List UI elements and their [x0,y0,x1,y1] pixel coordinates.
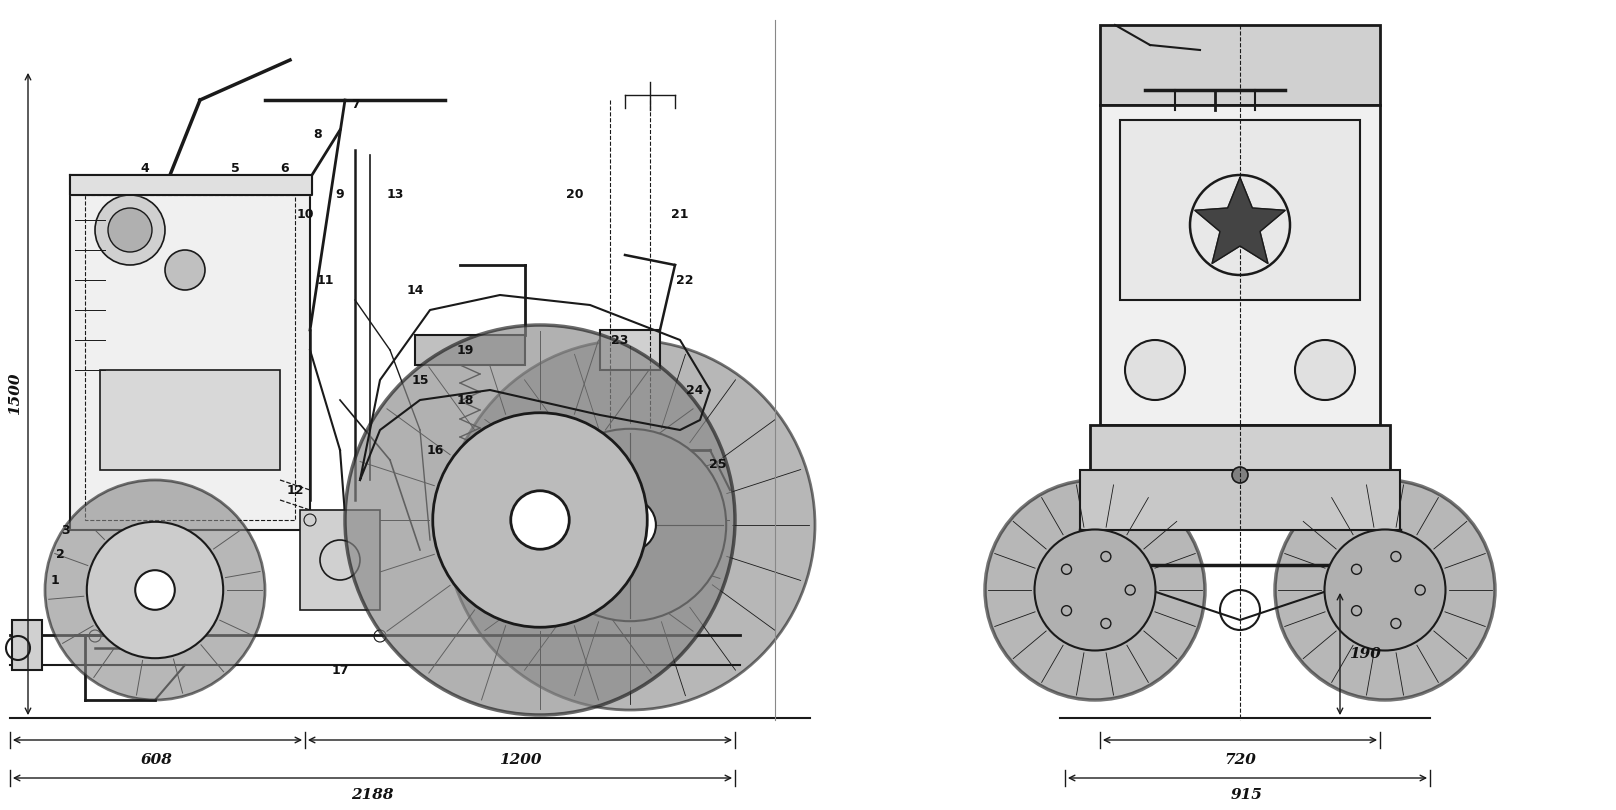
Text: 7: 7 [351,99,359,112]
Text: 18: 18 [456,394,473,407]
Text: 22: 22 [675,274,693,287]
Circle shape [165,250,205,290]
Circle shape [45,480,265,700]
Circle shape [986,480,1206,700]
Circle shape [444,340,814,710]
Text: 5: 5 [231,161,239,174]
Text: 2188: 2188 [351,788,393,802]
Bar [1091,425,1390,470]
Circle shape [1231,467,1248,483]
Circle shape [1325,530,1445,650]
Bar [1100,105,1380,425]
Text: 1: 1 [50,573,60,586]
Bar [86,195,296,520]
Bar [1120,120,1361,300]
Circle shape [87,522,223,659]
Circle shape [136,570,175,610]
Circle shape [108,208,152,252]
Text: 24: 24 [687,383,703,397]
Bar [11,620,42,670]
Bar [600,330,659,370]
Text: 21: 21 [671,208,688,221]
Text: 12: 12 [286,484,304,497]
Circle shape [344,325,735,715]
Bar [69,175,310,530]
Circle shape [433,413,648,627]
Text: 2: 2 [55,548,65,561]
Text: 1500: 1500 [8,373,23,416]
Circle shape [1294,340,1354,400]
Text: 17: 17 [331,663,349,676]
Circle shape [511,491,569,549]
Text: 15: 15 [410,373,428,386]
Bar [415,335,525,365]
Polygon shape [69,175,312,195]
Circle shape [1125,340,1185,400]
Polygon shape [1194,177,1285,263]
Bar [301,510,380,610]
Circle shape [1275,480,1495,700]
Text: 20: 20 [566,189,583,202]
Circle shape [1034,530,1155,650]
Text: 9: 9 [336,189,344,202]
Text: 16: 16 [427,444,444,457]
Text: 13: 13 [386,189,404,202]
Text: 190: 190 [1349,647,1382,661]
Bar [100,370,280,470]
Text: 4: 4 [141,161,149,174]
Text: 6: 6 [281,161,289,174]
Circle shape [533,428,726,621]
Text: 19: 19 [456,343,473,356]
Text: 14: 14 [406,284,423,296]
Text: 720: 720 [1223,753,1256,767]
Text: 8: 8 [314,129,322,142]
Circle shape [95,195,165,265]
Text: 1200: 1200 [499,753,541,767]
Text: 608: 608 [141,753,173,767]
Text: 915: 915 [1231,788,1264,802]
Bar [1079,470,1399,530]
Text: 3: 3 [61,523,69,536]
Bar [1100,25,1380,105]
Text: 11: 11 [317,274,335,287]
Text: 25: 25 [709,458,727,471]
Text: 10: 10 [296,208,314,221]
Text: 23: 23 [611,334,629,347]
Circle shape [604,499,656,551]
